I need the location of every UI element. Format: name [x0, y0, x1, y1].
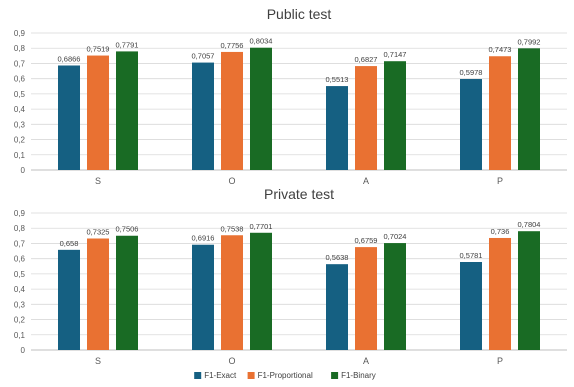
chart-title: Private test: [264, 186, 334, 202]
legend-label: F1-Exact: [204, 371, 237, 380]
bar: [489, 56, 511, 170]
legend-label: F1-Binary: [341, 371, 376, 380]
y-tick-label: 0,2: [14, 316, 26, 325]
data-label: 0,7701: [250, 222, 273, 231]
legend: F1-Exact F1-Proportional F1-Binary: [194, 371, 376, 380]
legend-item: F1-Proportional: [247, 371, 313, 380]
data-label: 0,7325: [87, 227, 110, 236]
legend-item: F1-Exact: [194, 371, 237, 380]
bar: [221, 235, 243, 350]
data-label: 0,5978: [460, 68, 483, 77]
legend-swatch: [194, 372, 202, 379]
legend-swatch: [247, 372, 255, 379]
data-label: 0,7024: [384, 232, 407, 241]
x-category-label: S: [95, 176, 101, 186]
data-label: 0,7538: [221, 224, 244, 233]
data-label: 0,7506: [116, 225, 139, 234]
data-label: 0,8034: [250, 37, 273, 46]
data-label: 0,7057: [192, 52, 215, 61]
data-label: 0,5638: [326, 253, 349, 262]
y-tick-label: 0,4: [14, 285, 26, 294]
bar: [250, 232, 272, 350]
bar: [518, 231, 540, 350]
chart-panel-2: Private test 0 0,1 0,2 0,3 0,4 0,5 0,6 0,7 0,8 0,9…: [14, 186, 567, 366]
data-label: 0,7791: [116, 40, 139, 49]
y-tick-label: 0,9: [14, 29, 26, 38]
y-tick-label: 0: [21, 346, 26, 355]
bar: [460, 262, 482, 350]
y-tick-label: 0,2: [14, 136, 26, 145]
legend-item: F1-Binary: [331, 371, 376, 380]
bar: [192, 244, 214, 350]
y-tick-label: 0,6: [14, 75, 26, 84]
y-tick-label: 0: [21, 166, 26, 175]
bar: [384, 61, 406, 170]
y-tick-label: 0,7: [14, 239, 26, 248]
data-label: 0,6916: [192, 234, 215, 243]
data-label: 0,7473: [489, 45, 512, 54]
bar: [326, 264, 348, 350]
data-label: 0,658: [60, 239, 79, 248]
data-label: 0,5781: [460, 251, 483, 260]
bar: [116, 51, 138, 170]
x-category-label: O: [228, 356, 235, 366]
bar: [355, 247, 377, 350]
bar: [116, 235, 138, 350]
y-tick-label: 0,6: [14, 255, 26, 264]
bar: [355, 66, 377, 170]
bar: [250, 47, 272, 170]
y-tick-label: 0,3: [14, 300, 26, 309]
x-category-label: O: [228, 176, 235, 186]
data-label: 0,7756: [221, 41, 244, 50]
y-tick-label: 0,4: [14, 105, 26, 114]
data-label: 0,736: [491, 227, 510, 236]
data-label: 0,7519: [87, 45, 110, 54]
data-label: 0,6827: [355, 55, 378, 64]
bar: [87, 55, 109, 170]
y-tick-label: 0,3: [14, 120, 26, 129]
data-label: 0,6759: [355, 236, 378, 245]
y-tick-label: 0,8: [14, 44, 26, 53]
y-tick-label: 0,1: [14, 151, 26, 160]
data-label: 0,6866: [58, 54, 81, 63]
bar: [192, 62, 214, 170]
y-tick-label: 0,5: [14, 270, 26, 279]
bar: [58, 65, 80, 170]
bar: [221, 51, 243, 170]
legend-swatch: [331, 372, 339, 379]
y-tick-label: 0,8: [14, 224, 26, 233]
data-label: 0,7992: [518, 37, 541, 46]
x-category-label: A: [363, 176, 369, 186]
y-tick-label: 0,5: [14, 90, 26, 99]
y-tick-label: 0,9: [14, 209, 26, 218]
x-category-label: P: [497, 176, 503, 186]
bar: [58, 249, 80, 350]
x-category-label: P: [497, 356, 503, 366]
y-tick-label: 0,1: [14, 331, 26, 340]
bar: [460, 79, 482, 170]
bar: [326, 86, 348, 170]
data-label: 0,7147: [384, 50, 407, 59]
data-label: 0,7804: [518, 220, 541, 229]
bar: [384, 243, 406, 350]
y-tick-label: 0,7: [14, 59, 26, 68]
chart-title: Public test: [267, 6, 332, 22]
x-category-label: A: [363, 356, 369, 366]
bar: [489, 237, 511, 350]
legend-label: F1-Proportional: [258, 371, 313, 380]
data-label: 0,5513: [326, 75, 349, 84]
chart-panel-1: Public test 0 0,1 0,2 0,3 0,4 0,5 0,6 0,7 0,8 0,9 S…: [14, 6, 567, 186]
bar: [518, 48, 540, 170]
x-category-label: S: [95, 356, 101, 366]
bar: [87, 238, 109, 350]
